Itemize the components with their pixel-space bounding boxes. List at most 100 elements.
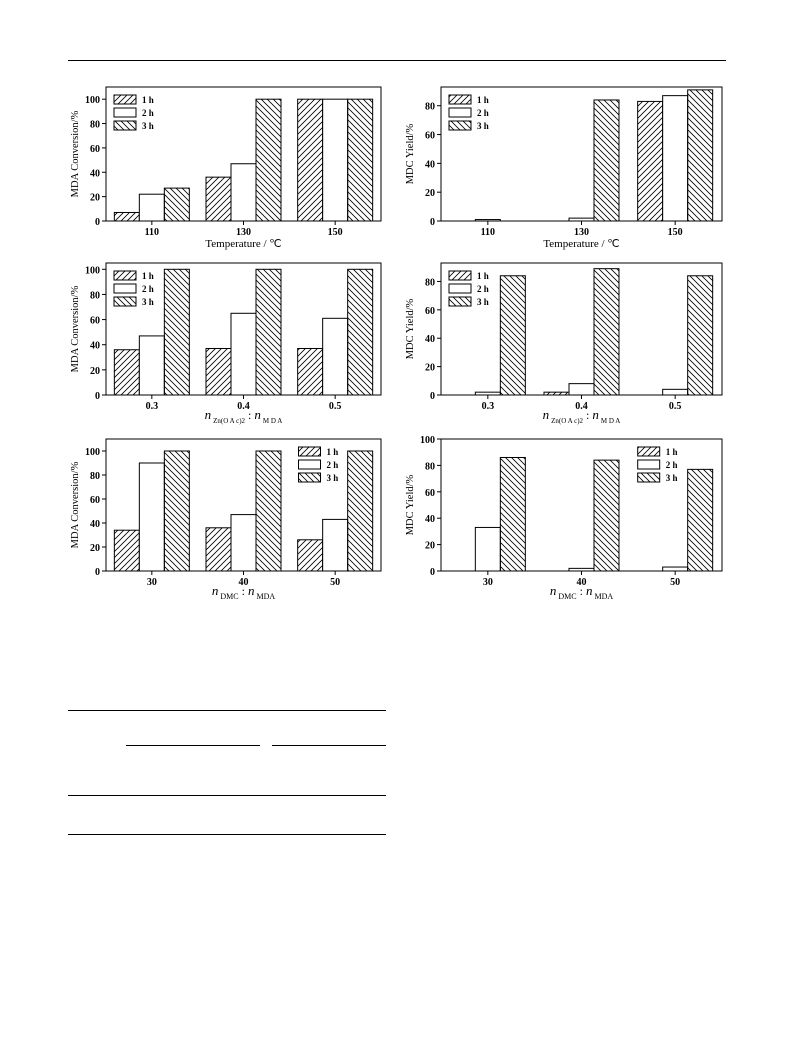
legend-label: 1 h xyxy=(477,95,489,105)
x-tick-label: 40 xyxy=(577,577,587,588)
legend-label: 3 h xyxy=(477,121,489,131)
bar-0.4-2h xyxy=(230,312,257,396)
x-axis-label-part: Zn(O A c)2 xyxy=(213,417,245,425)
y-axis-label: MDC Yield/% xyxy=(405,123,416,184)
bar-30-2h xyxy=(474,526,501,572)
y-tick-label: 60 xyxy=(90,144,100,155)
y-tick-label: 40 xyxy=(90,519,100,530)
x-axis-label-part: M D A xyxy=(601,417,620,425)
bar-150-1h xyxy=(297,98,324,222)
y-tick-label: 20 xyxy=(90,366,100,377)
legend-label: 3 h xyxy=(666,473,678,483)
bar-150-3h xyxy=(347,98,374,222)
y-tick-label: 60 xyxy=(90,495,100,506)
bar-40-1h xyxy=(205,527,232,572)
x-axis-label: n DMC : n MDA xyxy=(212,583,275,601)
y-tick-label: 80 xyxy=(425,461,435,472)
bar-130-3h xyxy=(255,98,282,222)
x-tick-label: 50 xyxy=(330,577,340,588)
bar-40-2h xyxy=(230,514,257,572)
x-tick-label: 0.4 xyxy=(237,401,250,412)
y-tick-label: 100 xyxy=(85,95,100,106)
x-axis-label-part: MDA xyxy=(594,592,613,601)
legend-swatch xyxy=(113,270,137,281)
legend-swatch xyxy=(448,107,472,118)
y-tick-label: 60 xyxy=(425,306,435,317)
y-tick-label: 40 xyxy=(425,514,435,525)
y-tick-label: 100 xyxy=(85,265,100,276)
legend-label: 2 h xyxy=(142,108,154,118)
y-tick-label: 80 xyxy=(90,120,100,131)
bar-130-1h xyxy=(205,176,232,222)
x-tick-label: 0.3 xyxy=(146,401,159,412)
y-tick-label: 20 xyxy=(90,193,100,204)
y-tick-label: 20 xyxy=(425,541,435,552)
legend-swatch xyxy=(448,94,472,105)
legend-label: 3 h xyxy=(327,473,339,483)
x-axis-label-part: MDA xyxy=(256,592,275,601)
x-axis-label-part: : xyxy=(583,408,592,422)
x-axis-label-part: M D A xyxy=(263,417,282,425)
bar-30-3h xyxy=(163,450,190,572)
legend-swatch xyxy=(448,296,472,307)
x-tick-label: 40 xyxy=(239,577,249,588)
legend-swatch xyxy=(637,459,661,470)
y-tick-label: 80 xyxy=(90,471,100,482)
x-axis-label-part: n xyxy=(550,583,557,598)
bar-0.4-3h xyxy=(593,268,620,396)
y-tick-label: 80 xyxy=(425,277,435,288)
bar-110-3h xyxy=(163,187,190,222)
x-axis-label-part: n xyxy=(248,583,255,598)
bar-0.5-3h xyxy=(347,268,374,396)
bar-150-3h xyxy=(687,89,714,222)
bar-50-3h xyxy=(347,450,374,572)
y-tick-label: 100 xyxy=(420,435,435,446)
x-tick-label: 30 xyxy=(483,577,493,588)
x-axis-label-part: DMC xyxy=(220,592,238,601)
table-top-rule xyxy=(68,710,386,711)
x-axis-label-part: n xyxy=(586,583,593,598)
legend-swatch xyxy=(448,120,472,131)
y-tick-label: 100 xyxy=(85,447,100,458)
y-tick-label: 60 xyxy=(90,316,100,327)
legend-label: 2 h xyxy=(327,460,339,470)
legend-label: 2 h xyxy=(666,460,678,470)
y-axis-label: MDC Yield/% xyxy=(405,298,416,359)
legend-label: 1 h xyxy=(142,271,154,281)
table-bottom-rule xyxy=(68,834,386,835)
y-axis-label: MDC Yield/% xyxy=(405,474,416,535)
y-tick-label: 60 xyxy=(425,131,435,142)
x-tick-label: 130 xyxy=(574,227,589,238)
bar-150-2h xyxy=(662,95,689,222)
y-tick-label: 80 xyxy=(425,102,435,113)
legend-swatch xyxy=(113,120,137,131)
y-tick-label: 20 xyxy=(90,543,100,554)
bar-30-2h xyxy=(138,462,165,572)
y-tick-label: 0 xyxy=(430,391,435,402)
y-tick-label: 40 xyxy=(425,159,435,170)
bar-30-1h xyxy=(113,529,140,572)
y-tick-label: 0 xyxy=(95,567,100,578)
x-axis-label: Temperature / ℃ xyxy=(205,238,281,250)
x-axis-label-part: n xyxy=(543,407,550,422)
legend-swatch xyxy=(113,283,137,294)
legend-swatch xyxy=(113,94,137,105)
chart-2: 0 20 40 60 80 110 130 150 MDC Yield/% Temperature… xyxy=(405,86,723,250)
bar-50-3h xyxy=(687,468,714,572)
x-tick-label: 30 xyxy=(147,577,157,588)
bar-150-2h xyxy=(322,98,349,222)
legend-label: 1 h xyxy=(327,447,339,457)
legend-swatch xyxy=(637,472,661,483)
bar-110-2h xyxy=(138,193,165,222)
bar-0.4-2h xyxy=(568,383,595,396)
y-axis-label: MDA Conversion/% xyxy=(70,285,81,372)
bar-0.5-2h xyxy=(322,317,349,396)
bar-0.3-2h xyxy=(138,335,165,396)
bar-0.3-1h xyxy=(113,349,140,396)
legend-label: 2 h xyxy=(477,284,489,294)
x-tick-label: 0.4 xyxy=(575,401,588,412)
